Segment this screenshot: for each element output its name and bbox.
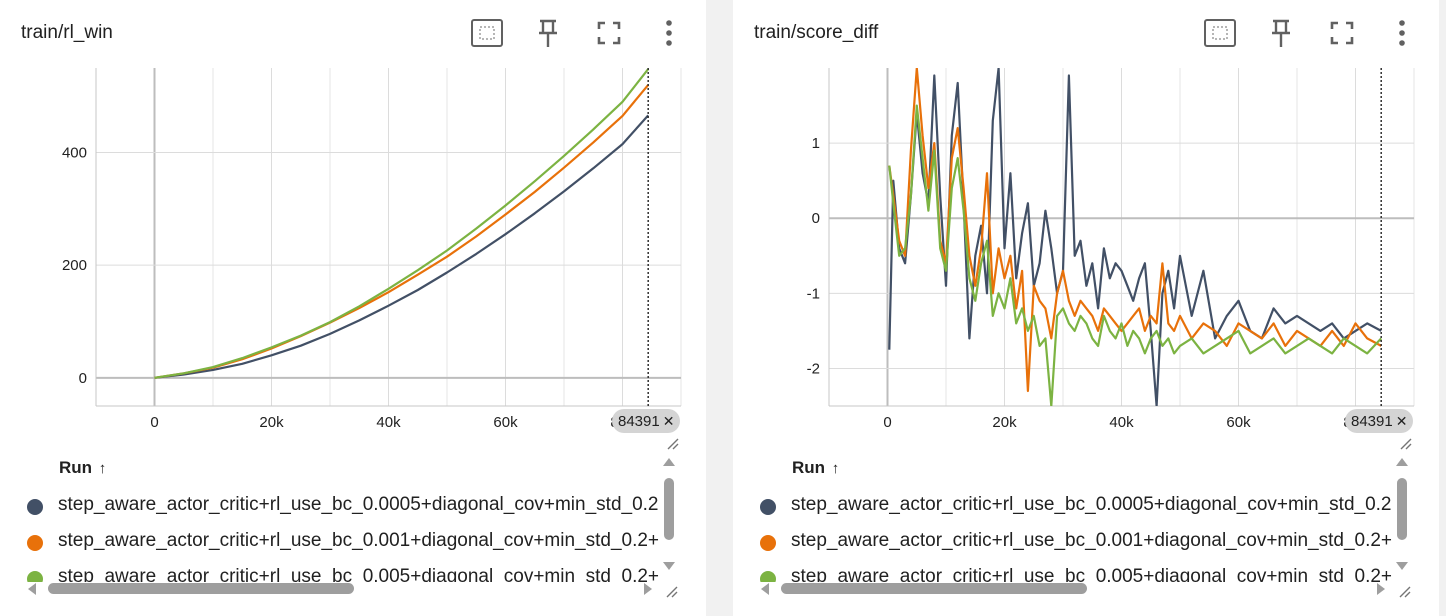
legend-swatch xyxy=(27,535,43,551)
legend-label: step_aware_actor_critic+rl_use_bc_0.001+… xyxy=(58,530,660,551)
y-tick-label: -2 xyxy=(807,360,820,377)
fit-domain-icon[interactable] xyxy=(1203,16,1237,50)
legend-header[interactable]: Run ↑ xyxy=(59,458,106,478)
series-line xyxy=(154,114,650,379)
series-line xyxy=(888,68,1382,406)
resize-handle-icon[interactable] xyxy=(1397,584,1411,598)
legend-horizontal-scrollbar[interactable] xyxy=(24,580,660,598)
scroll-left-icon[interactable] xyxy=(761,583,769,595)
more-vert-icon[interactable] xyxy=(1385,16,1419,50)
scroll-thumb[interactable] xyxy=(664,478,674,540)
y-tick-label: 0 xyxy=(79,370,87,387)
scroll-up-icon[interactable] xyxy=(1396,458,1408,466)
close-icon[interactable]: ✕ xyxy=(1395,413,1408,429)
scroll-right-icon[interactable] xyxy=(1377,583,1385,595)
sort-arrow-icon: ↑ xyxy=(98,460,107,477)
scroll-down-icon[interactable] xyxy=(1396,562,1408,570)
step-value: 84391 xyxy=(1351,413,1393,430)
chart-title: train/rl_win xyxy=(21,22,113,43)
series-line xyxy=(888,68,1382,393)
scroll-thumb[interactable] xyxy=(48,583,354,594)
legend-swatch xyxy=(760,535,776,551)
chart-card-rl-win: train/rl_win 020k40k60k80k0200400 84391✕… xyxy=(0,0,706,616)
resize-handle-icon[interactable] xyxy=(665,436,679,450)
line-chart[interactable]: 020k40k60k80k0200400 xyxy=(0,0,706,440)
x-tick-label: 20k xyxy=(259,414,284,431)
legend-item[interactable]: step_aware_actor_critic+rl_use_bc_0.0005… xyxy=(0,488,680,524)
series-line xyxy=(154,68,650,379)
step-badge[interactable]: 84391 ✕ xyxy=(612,409,681,433)
series-group xyxy=(888,68,1383,406)
legend-label: step_aware_actor_critic+rl_use_bc_0.001+… xyxy=(791,530,1393,551)
legend-item[interactable]: step_aware_actor_critic+rl_use_bc_0.005+… xyxy=(733,560,1413,582)
legend-header[interactable]: Run ↑ xyxy=(792,458,839,478)
x-tick-label: 20k xyxy=(992,414,1017,431)
scroll-thumb[interactable] xyxy=(781,583,1087,594)
legend-item[interactable]: step_aware_actor_critic+rl_use_bc_0.001+… xyxy=(733,524,1413,560)
legend-vertical-scrollbar[interactable] xyxy=(660,456,678,576)
pin-icon[interactable] xyxy=(1264,16,1298,50)
legend-list: step_aware_actor_critic+rl_use_bc_0.0005… xyxy=(733,480,1413,582)
scroll-up-icon[interactable] xyxy=(663,458,675,466)
x-tick-label: 60k xyxy=(1226,414,1251,431)
y-tick-label: 400 xyxy=(62,145,87,162)
legend-item[interactable]: step_aware_actor_critic+rl_use_bc_0.0005… xyxy=(733,488,1413,524)
legend-horizontal-scrollbar[interactable] xyxy=(757,580,1393,598)
x-tick-label: 60k xyxy=(493,414,518,431)
y-tick-label: 200 xyxy=(62,257,87,274)
close-icon[interactable]: ✕ xyxy=(662,413,675,429)
fullscreen-icon[interactable] xyxy=(1325,16,1359,50)
legend-swatch xyxy=(760,499,776,515)
legend-swatch xyxy=(27,571,43,582)
legend-header-label: Run xyxy=(792,458,826,477)
x-tick-label: 40k xyxy=(376,414,401,431)
x-tick-label: 0 xyxy=(883,414,891,431)
series-group xyxy=(154,68,650,379)
y-tick-label: 1 xyxy=(812,135,820,152)
x-tick-label: 0 xyxy=(150,414,158,431)
series-line xyxy=(154,84,650,379)
chart-title: train/score_diff xyxy=(754,22,879,43)
x-tick-label: 40k xyxy=(1109,414,1134,431)
scroll-thumb[interactable] xyxy=(1397,478,1407,540)
legend-label: step_aware_actor_critic+rl_use_bc_0.005+… xyxy=(58,566,660,582)
y-tick-label: 0 xyxy=(812,210,820,227)
legend-vertical-scrollbar[interactable] xyxy=(1393,456,1411,576)
pin-icon[interactable] xyxy=(531,16,565,50)
chart-card-score-diff: train/score_diff 020k40k60k80k-2-101 843… xyxy=(733,0,1439,616)
fit-domain-icon[interactable] xyxy=(470,16,504,50)
legend-label: step_aware_actor_critic+rl_use_bc_0.0005… xyxy=(791,494,1392,515)
resize-handle-icon[interactable] xyxy=(1398,436,1412,450)
step-badge[interactable]: 84391 ✕ xyxy=(1345,409,1414,433)
legend-swatch xyxy=(27,499,43,515)
scroll-left-icon[interactable] xyxy=(28,583,36,595)
y-tick-label: -1 xyxy=(807,285,820,302)
legend-item[interactable]: step_aware_actor_critic+rl_use_bc_0.005+… xyxy=(0,560,680,582)
legend-label: step_aware_actor_critic+rl_use_bc_0.0005… xyxy=(58,494,659,515)
legend-item[interactable]: step_aware_actor_critic+rl_use_bc_0.001+… xyxy=(0,524,680,560)
fullscreen-icon[interactable] xyxy=(592,16,626,50)
scroll-down-icon[interactable] xyxy=(663,562,675,570)
sort-arrow-icon: ↑ xyxy=(831,460,840,477)
legend-list: step_aware_actor_critic+rl_use_bc_0.0005… xyxy=(0,480,680,582)
legend-header-label: Run xyxy=(59,458,93,477)
legend-swatch xyxy=(760,571,776,582)
resize-handle-icon[interactable] xyxy=(664,584,678,598)
more-vert-icon[interactable] xyxy=(652,16,686,50)
line-chart[interactable]: 020k40k60k80k-2-101 xyxy=(733,0,1439,440)
step-value: 84391 xyxy=(618,413,660,430)
scroll-right-icon[interactable] xyxy=(644,583,652,595)
legend-label: step_aware_actor_critic+rl_use_bc_0.005+… xyxy=(791,566,1393,582)
series-line xyxy=(888,104,1383,406)
